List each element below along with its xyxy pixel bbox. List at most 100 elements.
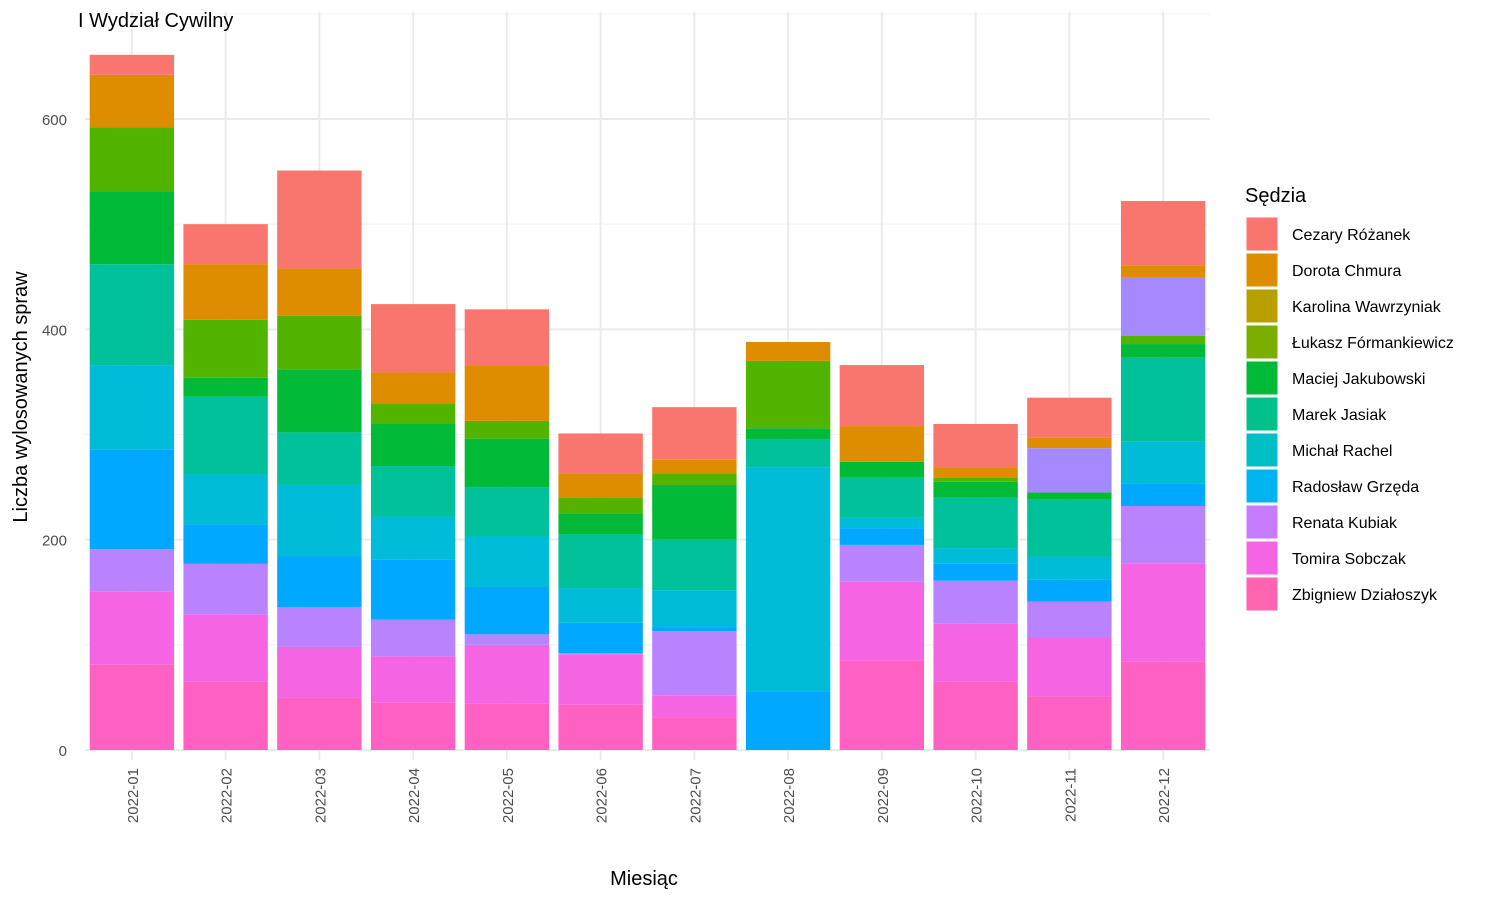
bar-segment-radoslaw-grzeda (652, 628, 737, 632)
bar-segment-radoslaw-grzeda (933, 563, 1018, 581)
bar-segment-tomira-sobczak (652, 695, 737, 718)
bar-segment-radoslaw-grzeda (464, 586, 550, 635)
bar-stack-2022-06 (558, 433, 643, 750)
bar-segment-zbigniew-dzialoszyk (183, 681, 268, 750)
bar-stack-2022-01 (89, 54, 175, 750)
legend-items: Cezary Różanek Dorota Chmura Karolina Wawr… (1245, 216, 1454, 612)
bar-segment-renata-kubiak (1027, 601, 1112, 638)
bar-segment-maciej-jakubowski (464, 438, 550, 488)
bar-segment-maciej-jakubowski (277, 369, 362, 433)
bar-segment-zbigniew-dzialoszyk (277, 697, 362, 750)
legend-swatch (1245, 216, 1279, 252)
bar-segment-michal-rachel (89, 365, 175, 450)
legend-item-radoslaw-grzeda: Radosław Grzęda (1245, 468, 1419, 504)
x-tick-label: 2022-11 (1062, 768, 1079, 822)
bar-segment-renata-kubiak (277, 606, 362, 647)
bar-segment-maciej-jakubowski (370, 423, 456, 467)
bar-segment-renata-kubiak (933, 580, 1018, 624)
bar-segment-michal-rachel (464, 536, 550, 587)
bar-segment-marek-jasiak (558, 534, 643, 589)
bar-segment-tomira-sobczak (558, 654, 643, 705)
x-tick-label: 2022-03 (312, 768, 329, 823)
bar-segment-lukasz-formankiewicz (370, 404, 456, 424)
bar-segment-dorota-chmura (558, 473, 643, 498)
bar-segment-lukasz-formankiewicz (1120, 335, 1206, 345)
bar-segment-tomira-sobczak (1027, 637, 1112, 697)
bar-segment-marek-jasiak (652, 539, 737, 591)
bar-stack-2022-05 (464, 309, 550, 750)
bar-segment-marek-jasiak (464, 487, 550, 537)
bar-segment-michal-rachel (277, 484, 362, 557)
bar-segment-dorota-chmura (839, 426, 925, 462)
bar-segment-tomira-sobczak (1120, 563, 1206, 662)
bar-stack-2022-10 (933, 423, 1018, 750)
bars-layer (89, 54, 1206, 750)
bar-segment-michal-rachel (558, 588, 643, 623)
x-tick-label: 2022-04 (406, 768, 423, 823)
legend-label: Renata Kubiak (1292, 515, 1398, 532)
y-tick-label: 600 (42, 112, 67, 129)
bar-stack-2022-04 (370, 304, 456, 750)
chart-title: I Wydział Cywilny (78, 10, 233, 32)
axes-layer: 0 200 400 600 2022-01 2022-02 2022-03 2022-04 20… (42, 112, 1173, 823)
x-tick-label: 2022-06 (594, 768, 611, 823)
legend: Sędzia Cezary Różanek Dorota Chmura Karoli… (1245, 185, 1454, 612)
bar-segment-tomira-sobczak (89, 591, 175, 665)
bar-stack-2022-09 (839, 365, 925, 750)
bar-segment-zbigniew-dzialoszyk (1027, 696, 1112, 750)
bar-stack-2022-11 (1027, 397, 1112, 750)
bar-segment-lukasz-formankiewicz (558, 497, 643, 514)
bar-segment-maciej-jakubowski (933, 481, 1018, 498)
bar-segment-marek-jasiak (839, 477, 925, 518)
bar-segment-tomira-sobczak (183, 614, 268, 682)
bar-segment-radoslaw-grzeda (1027, 579, 1112, 602)
legend-swatch (1245, 396, 1279, 432)
bar-segment-dorota-chmura (370, 372, 456, 405)
legend-swatch (1245, 252, 1279, 288)
bar-segment-zbigniew-dzialoszyk (558, 704, 643, 750)
bar-segment-maciej-jakubowski (745, 428, 831, 440)
bar-segment-lukasz-formankiewicz (933, 477, 1018, 482)
bar-segment-radoslaw-grzeda (370, 559, 456, 620)
x-tick-label: 2022-10 (969, 768, 986, 823)
bar-segment-zbigniew-dzialoszyk (652, 717, 737, 750)
bar-segment-dorota-chmura (933, 467, 1018, 478)
bar-segment-renata-kubiak (652, 631, 737, 696)
bar-segment-tomira-sobczak (933, 623, 1018, 682)
bar-segment-cezary-rozanek (558, 433, 643, 474)
bar-segment-lukasz-formankiewicz (745, 360, 831, 429)
bar-segment-cezary-rozanek (933, 423, 1018, 468)
bar-segment-tomira-sobczak (277, 646, 362, 698)
legend-swatch (1245, 468, 1279, 504)
bar-stack-2022-08 (745, 341, 831, 750)
bar-segment-lukasz-formankiewicz (183, 319, 268, 378)
bar-segment-dorota-chmura (277, 268, 362, 316)
bar-segment-dorota-chmura (652, 459, 737, 474)
bar-segment-zbigniew-dzialoszyk (370, 702, 456, 750)
x-tick-label: 2022-01 (125, 768, 142, 823)
bar-segment-zbigniew-dzialoszyk (1120, 661, 1206, 750)
legend-label: Radosław Grzęda (1292, 479, 1419, 496)
bar-segment-michal-rachel (1027, 556, 1112, 580)
bar-segment-marek-jasiak (1120, 357, 1206, 442)
legend-label: Łukasz Fórmankiewicz (1292, 335, 1454, 352)
bar-segment-michal-rachel (745, 467, 831, 692)
legend-swatch (1245, 360, 1279, 396)
x-tick-label: 2022-02 (219, 768, 236, 823)
x-tick-label: 2022-08 (781, 768, 798, 823)
y-tick-label: 400 (42, 322, 67, 339)
x-axis-label: Miesiąc (610, 868, 678, 890)
y-tick-label: 0 (59, 743, 67, 760)
legend-item-cezary-rozanek: Cezary Różanek (1245, 216, 1411, 252)
legend-item-lukasz-formankiewicz: Łukasz Fórmankiewicz (1245, 324, 1454, 360)
bar-segment-marek-jasiak (370, 466, 456, 517)
legend-item-maciej-jakubowski: Maciej Jakubowski (1245, 360, 1425, 396)
bar-segment-cezary-rozanek (839, 365, 925, 427)
bar-segment-dorota-chmura (89, 74, 175, 128)
bar-segment-michal-rachel (839, 517, 925, 529)
bar-segment-maciej-jakubowski (89, 191, 175, 265)
bar-segment-renata-kubiak (464, 634, 550, 645)
bar-segment-renata-kubiak (1120, 506, 1206, 564)
